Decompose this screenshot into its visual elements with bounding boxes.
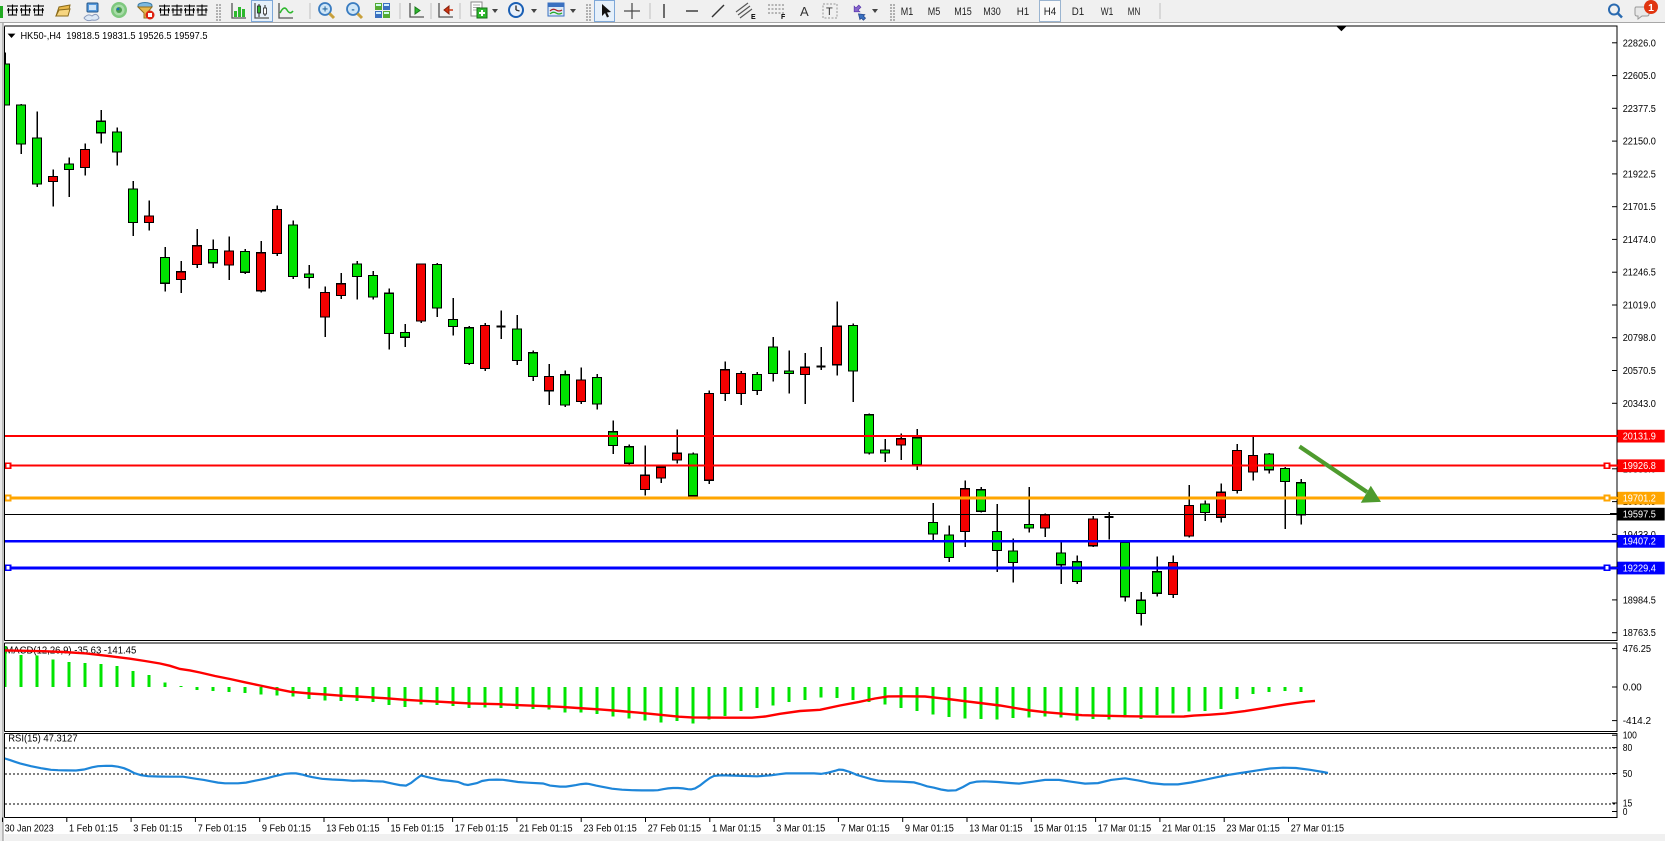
svg-text:3 Mar 01:15: 3 Mar 01:15: [776, 824, 825, 835]
svg-text:15 Mar 01:15: 15 Mar 01:15: [1034, 824, 1088, 835]
svg-text:D1: D1: [1072, 6, 1085, 18]
svg-text:3 Feb 01:15: 3 Feb 01:15: [133, 824, 182, 835]
svg-text:1 Feb 01:15: 1 Feb 01:15: [69, 824, 118, 835]
svg-text:19229.4: 19229.4: [1623, 563, 1657, 574]
svg-text:27 Feb 01:15: 27 Feb 01:15: [648, 824, 702, 835]
svg-text:21922.5: 21922.5: [1623, 169, 1657, 180]
svg-text:20798.0: 20798.0: [1623, 333, 1657, 344]
svg-text:22605.0: 22605.0: [1623, 71, 1657, 82]
svg-text:476.25: 476.25: [1623, 644, 1652, 655]
svg-text:9 Mar 01:15: 9 Mar 01:15: [905, 824, 954, 835]
svg-text:A: A: [800, 4, 809, 19]
svg-text:80: 80: [1623, 743, 1633, 754]
svg-text:22826.0: 22826.0: [1623, 38, 1657, 49]
svg-text:18763.5: 18763.5: [1623, 628, 1657, 639]
svg-text:17 Mar 01:15: 17 Mar 01:15: [1098, 824, 1152, 835]
svg-text:15: 15: [1623, 799, 1633, 810]
svg-text:HK50-,H4 19818.5 19831.5 1952: HK50-,H4 19818.5 19831.5 19526.5 19597.5: [21, 30, 208, 42]
svg-text:MACD(12,26,9) -35.63 -141.45: MACD(12,26,9) -35.63 -141.45: [5, 646, 136, 657]
svg-text:M5: M5: [928, 6, 941, 18]
svg-text:20343.0: 20343.0: [1623, 399, 1657, 410]
svg-text:9 Feb 01:15: 9 Feb 01:15: [262, 824, 311, 835]
svg-text:100: 100: [1623, 731, 1638, 742]
svg-text:W1: W1: [1101, 6, 1114, 18]
svg-text:20131.9: 20131.9: [1623, 432, 1657, 443]
svg-text:E: E: [751, 14, 756, 21]
svg-text:22150.0: 22150.0: [1623, 137, 1657, 148]
svg-text:H1: H1: [1017, 6, 1030, 18]
svg-text:13 Feb 01:15: 13 Feb 01:15: [326, 824, 380, 835]
svg-text:21 Feb 01:15: 21 Feb 01:15: [519, 824, 573, 835]
svg-text:50: 50: [1623, 769, 1633, 780]
svg-text:23 Mar 01:15: 23 Mar 01:15: [1226, 824, 1280, 835]
svg-text:0: 0: [1623, 807, 1628, 818]
svg-text:19701.2: 19701.2: [1623, 494, 1657, 505]
svg-text:13 Mar 01:15: 13 Mar 01:15: [969, 824, 1023, 835]
svg-text:20570.5: 20570.5: [1623, 366, 1657, 377]
svg-text:30 Jan 2023: 30 Jan 2023: [5, 824, 54, 835]
svg-text:19597.5: 19597.5: [1623, 510, 1657, 521]
svg-text:22377.5: 22377.5: [1623, 104, 1657, 115]
svg-text:M30: M30: [983, 6, 1001, 18]
svg-text:MN: MN: [1128, 6, 1141, 18]
svg-text:23 Feb 01:15: 23 Feb 01:15: [583, 824, 637, 835]
svg-text:-414.2: -414.2: [1623, 716, 1652, 727]
svg-text:17 Feb 01:15: 17 Feb 01:15: [455, 824, 509, 835]
svg-text:15 Feb 01:15: 15 Feb 01:15: [391, 824, 445, 835]
svg-text:7 Feb 01:15: 7 Feb 01:15: [198, 824, 247, 835]
svg-text:+: +: [322, 5, 328, 16]
svg-text:M15: M15: [954, 6, 972, 18]
svg-text:19926.8: 19926.8: [1623, 461, 1657, 472]
svg-text:1: 1: [1648, 2, 1654, 14]
svg-text:21701.5: 21701.5: [1623, 202, 1657, 213]
svg-text:1 Mar 01:15: 1 Mar 01:15: [712, 824, 761, 835]
svg-text:H4: H4: [1044, 6, 1057, 18]
svg-text:-: -: [351, 5, 354, 16]
svg-text:19407.2: 19407.2: [1623, 537, 1657, 548]
svg-text:0.00: 0.00: [1623, 683, 1642, 694]
svg-text:21019.0: 21019.0: [1623, 301, 1657, 312]
svg-text:F: F: [781, 14, 786, 21]
svg-text:7 Mar 01:15: 7 Mar 01:15: [841, 824, 890, 835]
svg-text:21246.5: 21246.5: [1623, 268, 1657, 279]
svg-text:21474.0: 21474.0: [1623, 235, 1657, 246]
svg-text:18984.5: 18984.5: [1623, 595, 1657, 606]
svg-text:T: T: [826, 6, 833, 18]
svg-text:21 Mar 01:15: 21 Mar 01:15: [1162, 824, 1216, 835]
svg-text:RSI(15) 47.3127: RSI(15) 47.3127: [8, 733, 78, 744]
svg-text:27 Mar 01:15: 27 Mar 01:15: [1291, 824, 1345, 835]
svg-text:M1: M1: [901, 6, 914, 18]
